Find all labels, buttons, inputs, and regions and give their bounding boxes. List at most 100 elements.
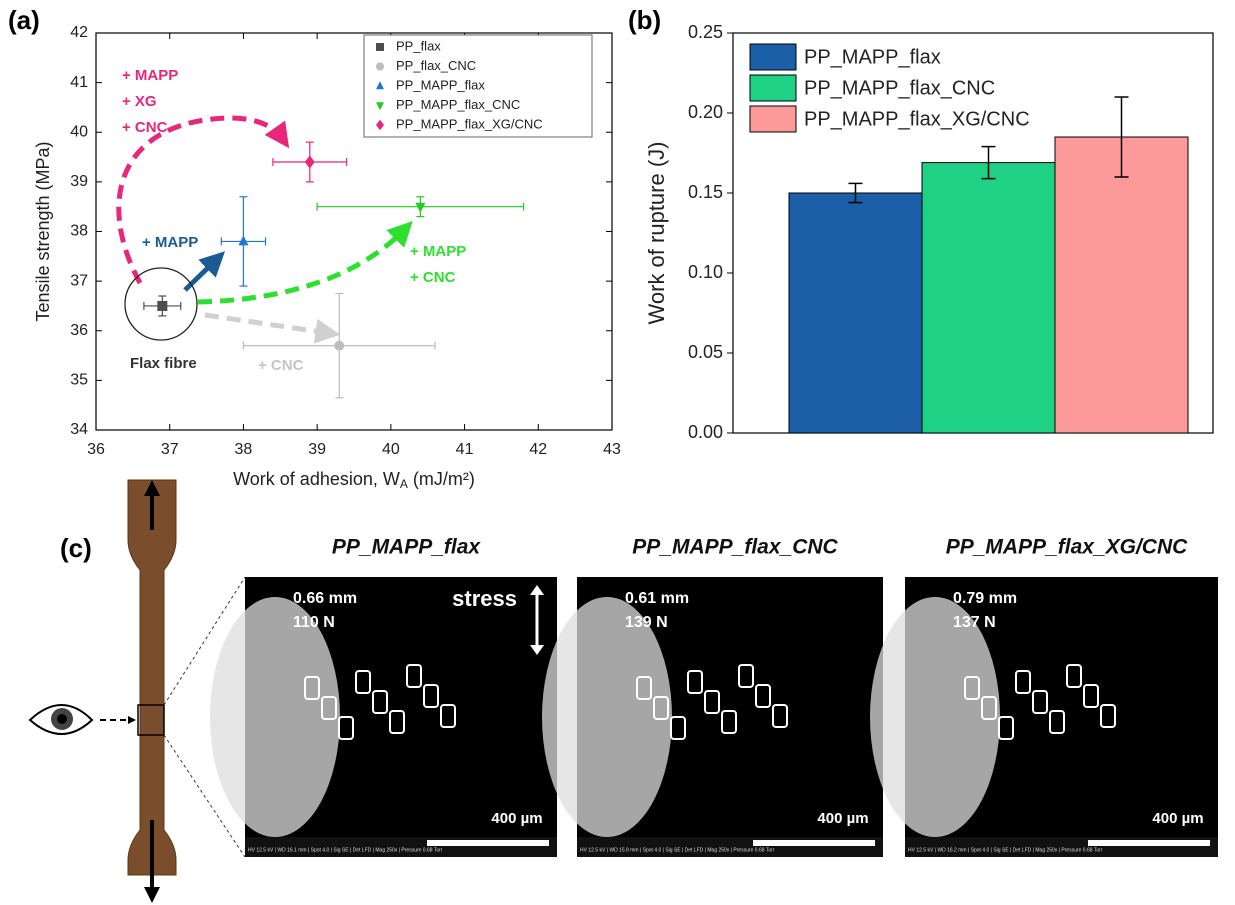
x-axis-label: Work of adhesion, WA (mJ/m²) <box>233 469 475 491</box>
y-axis-label: Work of rupture (J) <box>644 142 669 325</box>
annotation: + MAPP <box>142 234 198 251</box>
scale-bar <box>1088 840 1210 846</box>
legend-swatch <box>749 105 797 133</box>
scale-label: 400 µm <box>491 810 542 827</box>
fibre-fragment <box>653 696 669 720</box>
fibre-fragment <box>1049 710 1065 734</box>
fibre-fragment <box>1100 704 1116 728</box>
legend-marker <box>376 102 384 111</box>
legend-swatch <box>749 43 797 71</box>
annotation: + XG <box>122 93 157 110</box>
load-label: 137 N <box>953 614 996 631</box>
annotation: + MAPP <box>410 243 466 260</box>
fibre-fragment <box>1032 690 1048 714</box>
fibre-fragment <box>440 704 456 728</box>
annotation: Flax fibre <box>130 355 197 372</box>
bar <box>921 162 1056 434</box>
bar <box>788 192 923 434</box>
micrograph-title: PP_MAPP_flax_XG/CNC <box>946 536 1188 559</box>
legend-marker <box>376 62 384 71</box>
x-axis-label-part: Work of adhesion, W <box>233 469 400 489</box>
x-tick-label: 43 <box>603 441 621 458</box>
fibre-fragment <box>389 710 405 734</box>
fibre-fragment <box>338 716 354 740</box>
y-tick-label: 0.15 <box>688 182 723 202</box>
fibre-fragment <box>964 676 980 700</box>
annotation: + CNC <box>410 269 456 286</box>
panel-label: (c) <box>60 533 92 563</box>
annotation: + MAPP <box>122 67 178 84</box>
legend-label: PP_MAPP_flax <box>804 46 941 68</box>
x-tick-label: 37 <box>161 441 179 458</box>
point <box>157 300 168 311</box>
width-label: 0.61 mm <box>625 590 689 607</box>
scale-bar <box>427 840 549 846</box>
y-tick-label: 0.00 <box>688 422 723 442</box>
legend-box <box>363 34 593 138</box>
y-tick-label: 0.25 <box>688 22 723 42</box>
point <box>334 340 345 351</box>
fibre-fragment <box>1066 664 1082 688</box>
fibre-fragment <box>304 676 320 700</box>
y-tick-label: 36 <box>70 322 88 339</box>
y-tick-label: 39 <box>70 173 88 190</box>
fibre-fragment <box>998 716 1014 740</box>
annotation: + CNC <box>258 357 304 374</box>
y-tick-label: 37 <box>70 272 88 289</box>
stress-label: stress <box>452 586 517 611</box>
load-label: 110 N <box>293 614 335 631</box>
y-tick-label: 0.10 <box>688 262 723 282</box>
fibre-fragment <box>406 664 422 688</box>
trend-arrows <box>116 115 413 344</box>
x-tick-label: 38 <box>235 441 253 458</box>
fracture-zone <box>870 597 1000 837</box>
fibre-fragment <box>772 704 788 728</box>
legend-label: PP_flax <box>396 38 441 53</box>
legend-swatch <box>749 74 797 102</box>
legend-marker <box>376 119 384 131</box>
scale-label: 400 µm <box>1152 810 1203 827</box>
info-text: HV 12.5 kV | WD 16.1 mm | Spot 4.0 | Sig… <box>248 847 443 853</box>
point <box>238 235 249 246</box>
y-tick-label: 0.05 <box>688 342 723 362</box>
fibre-fragment <box>355 670 371 694</box>
info-text: HV 12.5 kV | WD 15.9 mm | Spot 4.0 | Sig… <box>580 847 775 853</box>
scale-label: 400 µm <box>817 810 868 827</box>
y-tick-label: 38 <box>70 223 88 240</box>
y-tick-label: 35 <box>70 372 88 389</box>
y-tick-label: 34 <box>70 421 88 438</box>
bar <box>1054 136 1189 434</box>
x-axis-label-part: (mJ/m²) <box>408 469 475 489</box>
legend-label: PP_MAPP_flax_XG/CNC <box>804 108 1030 130</box>
fibre-fragment <box>636 676 652 700</box>
legend-marker <box>376 81 384 90</box>
panel-label: (b) <box>628 5 661 35</box>
annotation: + CNC <box>122 119 168 136</box>
fracture-zone <box>542 597 672 837</box>
micrograph-title: PP_MAPP_flax_CNC <box>632 536 838 559</box>
fracture-zone <box>210 597 340 837</box>
legend-label: PP_MAPP_flax_CNC <box>804 77 995 99</box>
fibre-fragment <box>423 684 439 708</box>
width-label: 0.66 mm <box>293 590 357 607</box>
legend-label: PP_MAPP_flax <box>396 77 485 92</box>
fibre-fragment <box>738 664 754 688</box>
legend-label: PP_MAPP_flax_XG/CNC <box>396 116 543 131</box>
fibre-fragment <box>372 690 388 714</box>
specimen <box>28 479 246 903</box>
fibre-fragment <box>1015 670 1031 694</box>
x-axis-label-part: A <box>400 477 408 491</box>
point <box>304 155 315 169</box>
y-tick-label: 41 <box>70 74 88 91</box>
x-tick-label: 40 <box>382 441 400 458</box>
fibre-fragment <box>981 696 997 720</box>
legend-marker <box>376 43 384 51</box>
panel-label: (a) <box>8 5 40 35</box>
y-tick-label: 0.20 <box>688 102 723 122</box>
x-tick-label: 41 <box>456 441 474 458</box>
x-tick-label: 36 <box>87 441 105 458</box>
scale-bar <box>753 840 875 846</box>
fibre-fragment <box>687 670 703 694</box>
fibre-fragment <box>670 716 686 740</box>
legend-label: PP_MAPP_flax_CNC <box>396 97 520 112</box>
